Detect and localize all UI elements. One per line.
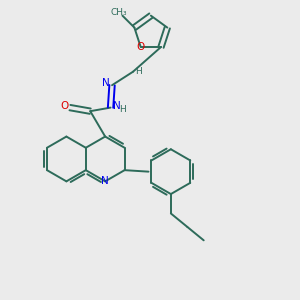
Text: N: N [113, 101, 120, 111]
Text: N: N [102, 78, 110, 88]
Text: N: N [101, 176, 109, 186]
Text: O: O [136, 42, 145, 52]
Text: CH₃: CH₃ [111, 8, 127, 16]
Text: H: H [136, 67, 142, 76]
Text: H: H [119, 106, 126, 115]
Text: O: O [60, 101, 69, 111]
